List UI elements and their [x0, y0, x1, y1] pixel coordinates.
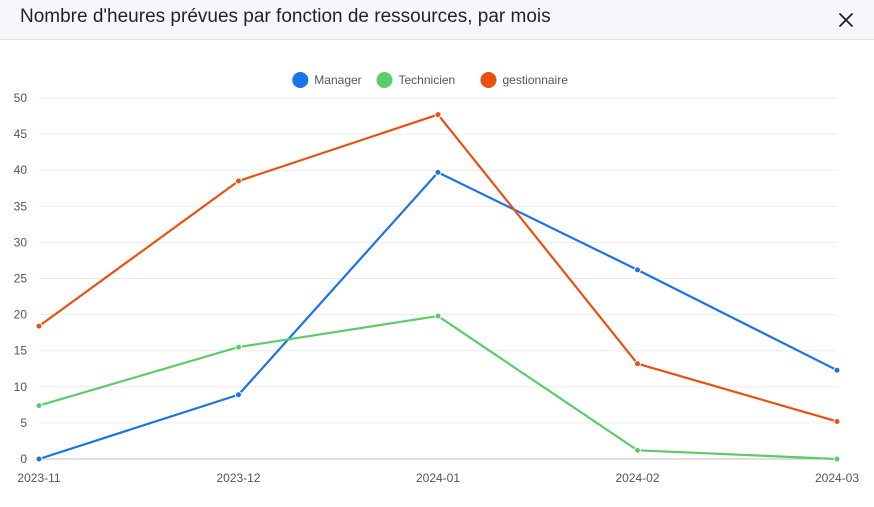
y-tick-label: 20 [14, 308, 28, 322]
series-gestionnaire [35, 111, 841, 425]
x-tick-label: 2023-11 [17, 471, 60, 485]
x-axis: 2023-11 2023-12 2024-01 2024-02 2024-03 [17, 458, 859, 485]
chart-area: 0 5 10 15 20 25 30 35 40 45 50 2023-11 2023-12 2024-… [0, 41, 874, 507]
data-point[interactable] [634, 446, 641, 454]
series-technicien [35, 312, 841, 463]
dialog-header: Nombre d'heures prévues par fonction de … [0, 0, 874, 40]
dialog-title: Nombre d'heures prévues par fonction de … [20, 6, 551, 27]
close-icon [839, 13, 853, 27]
data-point[interactable] [434, 312, 442, 320]
legend-label: Technicien [399, 73, 456, 87]
data-point[interactable] [235, 177, 242, 185]
y-tick-label: 40 [14, 163, 28, 177]
data-point[interactable] [434, 168, 442, 176]
grid-layer [39, 97, 837, 424]
y-tick-label: 10 [14, 380, 28, 394]
series-manager [35, 168, 841, 463]
x-tick-label: 2024-02 [615, 471, 659, 485]
data-point[interactable] [35, 455, 43, 463]
legend-marker [376, 72, 393, 88]
data-point[interactable] [35, 322, 43, 330]
y-tick-label: 5 [20, 416, 27, 430]
line-chart: 0 5 10 15 20 25 30 35 40 45 50 2023-11 2023-12 2024-… [14, 72, 859, 485]
y-tick-label: 0 [20, 452, 27, 466]
x-tick-label: 2024-03 [815, 471, 859, 485]
legend-marker [480, 72, 497, 88]
legend-item[interactable]: gestionnaire [480, 72, 569, 88]
data-point[interactable] [35, 402, 43, 410]
y-tick-label: 15 [14, 344, 28, 358]
legend-marker [292, 72, 309, 88]
data-point[interactable] [833, 455, 841, 463]
close-button[interactable] [834, 8, 858, 32]
series-line [38, 113, 838, 423]
y-tick-label: 50 [14, 91, 28, 105]
data-point[interactable] [235, 391, 242, 399]
legend-item[interactable]: Manager [292, 72, 362, 88]
y-tick-label: 30 [14, 235, 28, 249]
x-tick-label: 2024-01 [416, 471, 460, 485]
y-tick-label: 35 [14, 199, 28, 213]
data-point[interactable] [833, 417, 841, 425]
data-point[interactable] [434, 111, 442, 119]
data-point[interactable] [833, 366, 841, 374]
legend-label: Manager [314, 73, 361, 87]
y-tick-label: 45 [14, 127, 28, 141]
legend-label: gestionnaire [503, 73, 569, 87]
data-point[interactable] [235, 343, 242, 351]
data-point[interactable] [634, 360, 641, 368]
legend: Manager Technicien gestionnaire [292, 72, 568, 88]
data-point[interactable] [634, 266, 641, 274]
x-tick-label: 2023-12 [216, 471, 260, 485]
series-layer [35, 111, 841, 463]
y-tick-label: 25 [14, 272, 28, 286]
y-axis: 0 5 10 15 20 25 30 35 40 45 50 [14, 91, 28, 466]
legend-item[interactable]: Technicien [376, 72, 456, 88]
